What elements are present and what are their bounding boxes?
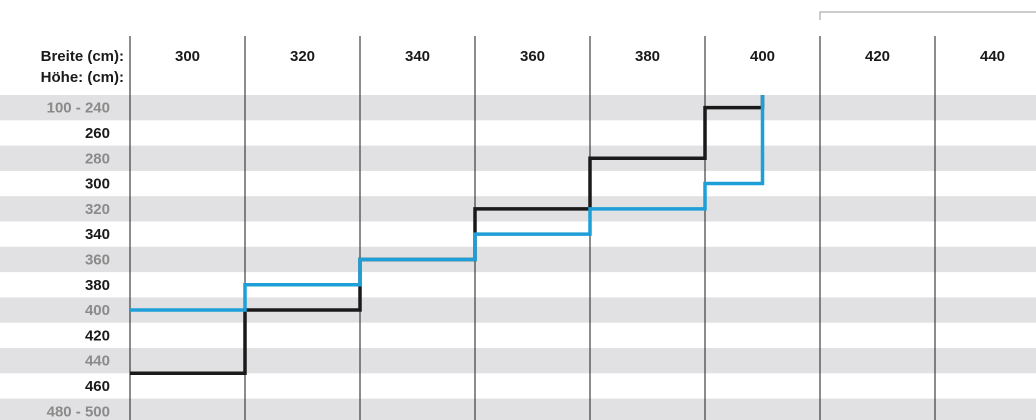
y-tick-labels: 100 - 240 260 280 300 320 340 360 380 400 420 440 4…: [47, 100, 110, 420]
x-tick-label: 360: [520, 48, 545, 65]
row-bands: [0, 95, 1036, 420]
y-axis-label: Höhe: (cm):: [41, 69, 124, 86]
row-band: [0, 145, 1036, 171]
x-tick-labels: 300 320 340 360 380 400 420 440: [175, 48, 1005, 65]
x-tick-label: 380: [635, 48, 660, 65]
x-tick-label: 340: [405, 48, 430, 65]
x-tick-label: 440: [980, 48, 1005, 65]
x-tick-label: 420: [865, 48, 890, 65]
y-tick-label: 300: [85, 176, 110, 193]
y-tick-label: 440: [85, 353, 110, 370]
y-tick-label: 100 - 240: [47, 100, 110, 117]
series-line-black: [130, 95, 765, 376]
series-lines: [130, 95, 765, 376]
y-tick-label: 400: [85, 302, 110, 319]
top-bracket: [819, 11, 1036, 20]
y-tick-label: 480 - 500: [47, 403, 110, 420]
x-tick-label: 400: [750, 48, 775, 65]
y-tick-label: 360: [85, 251, 110, 268]
y-tick-label: 420: [85, 327, 110, 344]
y-tick-label: 460: [85, 378, 110, 395]
y-tick-label: 380: [85, 277, 110, 294]
row-band: [0, 348, 1036, 374]
y-tick-label: 320: [85, 201, 110, 218]
series-line-blue: [130, 95, 765, 312]
row-band: [0, 95, 1036, 121]
y-tick-label: 340: [85, 226, 110, 243]
y-tick-label: 260: [85, 125, 110, 142]
x-tick-label: 300: [175, 48, 200, 65]
x-tick-label: 320: [290, 48, 315, 65]
y-tick-label: 280: [85, 150, 110, 167]
x-axis-label: Breite (cm):: [41, 48, 124, 65]
column-gridlines: [129, 36, 936, 420]
row-band: [0, 246, 1036, 273]
row-band: [0, 398, 1036, 420]
